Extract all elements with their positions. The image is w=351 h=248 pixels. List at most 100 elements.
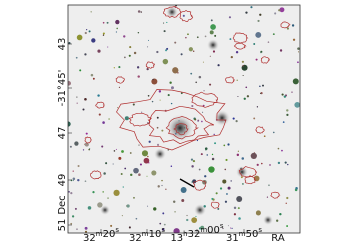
star [101, 145, 104, 148]
star [166, 21, 168, 24]
star [214, 142, 217, 145]
star [129, 46, 132, 49]
star [148, 162, 150, 164]
star [124, 167, 127, 170]
star [194, 118, 197, 121]
star [156, 50, 159, 54]
star [256, 106, 259, 108]
contours [84, 6, 291, 209]
star [133, 167, 139, 174]
star [243, 97, 246, 100]
star [68, 191, 70, 193]
star [84, 142, 89, 147]
star [279, 7, 285, 13]
star [202, 61, 205, 63]
star [242, 65, 244, 67]
star [137, 10, 141, 13]
star [146, 205, 149, 207]
star [102, 32, 105, 35]
star [71, 215, 75, 218]
y-tick-label: 51 [57, 219, 68, 232]
star [102, 21, 105, 24]
star [191, 165, 194, 168]
star [185, 36, 187, 39]
star [213, 133, 215, 136]
star [274, 12, 277, 15]
star [72, 177, 76, 180]
star [77, 178, 80, 182]
star [84, 31, 87, 35]
star [286, 196, 289, 200]
galaxy [236, 166, 248, 178]
star [210, 19, 213, 22]
star [285, 202, 287, 205]
star [272, 33, 275, 36]
star [152, 78, 154, 81]
star [286, 109, 289, 112]
star [118, 66, 121, 69]
star [211, 157, 215, 161]
star [106, 21, 109, 24]
y-tick-label: 43 [57, 38, 68, 51]
star [259, 85, 261, 88]
star [174, 41, 177, 44]
star [233, 206, 237, 210]
star [79, 69, 82, 72]
star [84, 230, 88, 233]
star [241, 157, 245, 160]
contour [116, 89, 227, 151]
star [89, 147, 91, 150]
star [223, 144, 226, 147]
star [129, 152, 132, 154]
contour [84, 136, 92, 144]
star [186, 214, 188, 217]
star [255, 210, 261, 216]
star [196, 139, 199, 142]
star [124, 56, 126, 59]
star [191, 217, 198, 223]
contour [280, 21, 291, 29]
star [167, 149, 170, 151]
star [172, 67, 179, 74]
star [84, 180, 87, 183]
star [187, 33, 189, 36]
star [138, 144, 140, 146]
star [297, 61, 299, 64]
star [291, 91, 293, 93]
x-tick-label: 32m10s [129, 226, 165, 244]
contour [165, 116, 200, 140]
y-tick-label: 47 [57, 127, 68, 140]
star [123, 35, 126, 38]
star [133, 51, 137, 55]
star [204, 147, 208, 150]
star [105, 162, 108, 165]
star [195, 81, 198, 84]
galaxy [263, 215, 273, 225]
star [235, 51, 239, 54]
star [97, 202, 103, 208]
star [192, 159, 196, 163]
star [102, 121, 105, 124]
star [246, 95, 250, 98]
star [163, 30, 166, 33]
star [241, 182, 244, 185]
star [103, 172, 106, 175]
star [208, 166, 215, 173]
contour [232, 32, 249, 44]
star [204, 35, 207, 38]
star [151, 78, 158, 85]
star [180, 186, 187, 193]
star [170, 102, 173, 105]
star [140, 11, 143, 13]
star [253, 117, 256, 120]
star [139, 163, 142, 166]
star [182, 14, 185, 17]
star [250, 6, 253, 9]
star [147, 94, 150, 97]
star [172, 200, 176, 203]
star [282, 121, 285, 123]
star [133, 196, 135, 199]
star [148, 140, 151, 143]
contour [128, 112, 152, 127]
contour [210, 201, 220, 209]
